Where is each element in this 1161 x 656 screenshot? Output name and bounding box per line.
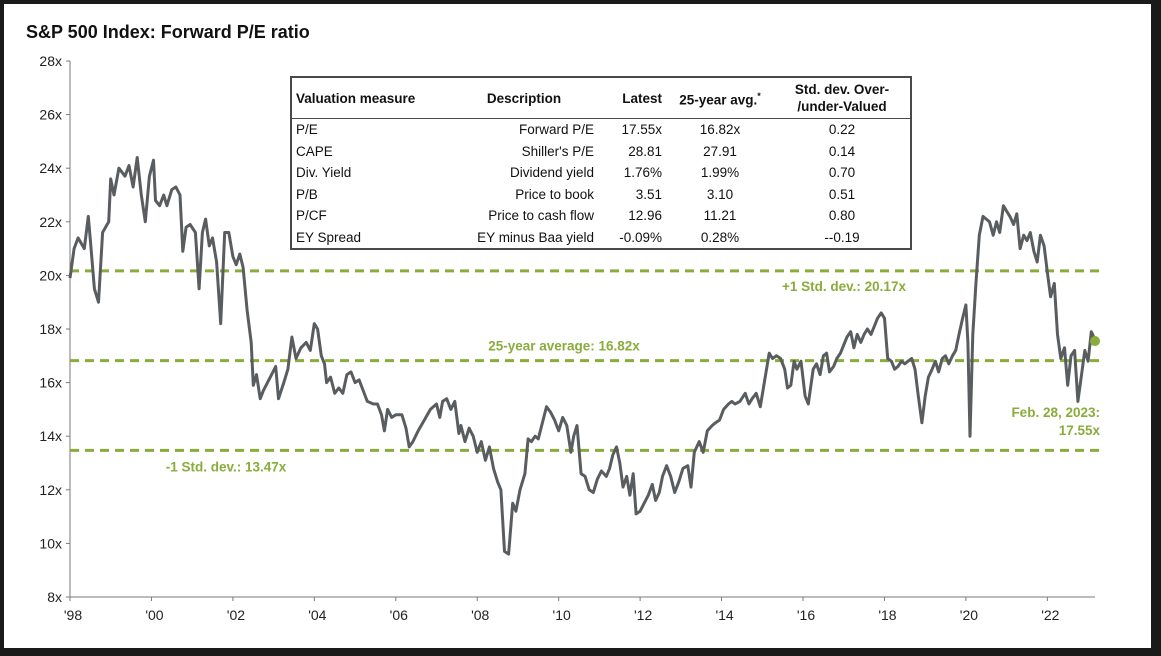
table-row: EY Spread EY minus Baa yield -0.09% 0.28% --… xyxy=(292,227,910,249)
y-tick-label: 20x xyxy=(39,267,62,283)
x-tick-label: '12 xyxy=(634,607,652,623)
table-cell-std: 0.51 xyxy=(828,186,856,202)
table-cell-description: EY minus Baa yield xyxy=(477,229,594,245)
y-tick-label: 16x xyxy=(39,375,62,391)
table-cell-avg: 27.91 xyxy=(703,143,737,159)
table-cell-measure: CAPE xyxy=(296,143,333,159)
table-cell-latest: 17.55x xyxy=(621,122,662,138)
table-cell-measure: P/E xyxy=(296,122,318,138)
table-cell-measure: Div. Yield xyxy=(296,165,352,181)
reference-lines xyxy=(70,269,1099,452)
table-cell-latest: 12.96 xyxy=(628,208,662,224)
header-avg-label: 25-year avg. xyxy=(679,92,758,108)
annotation-layer: +1 Std. dev.: 20.17x 25-year average: 16.… xyxy=(166,279,1101,475)
table-cell-measure: EY Spread xyxy=(296,229,362,245)
table-cell-description: Price to cash flow xyxy=(488,208,594,224)
header-measure: Valuation measure xyxy=(292,78,450,119)
y-tick-label: 12x xyxy=(39,482,62,498)
x-tick-label: '98 xyxy=(64,607,82,623)
reference-label: 25-year average: 16.82x xyxy=(488,339,640,354)
table-cell-std: 0.14 xyxy=(828,143,856,159)
x-tick-label: '00 xyxy=(145,607,163,623)
table-cell-std: 0.22 xyxy=(828,122,856,138)
table-cell-description: Shiller's P/E xyxy=(521,143,594,159)
table-cell-measure: P/B xyxy=(296,186,318,202)
pe-series-line xyxy=(68,156,1097,556)
series-layer xyxy=(68,156,1100,556)
table-cell-description: Forward P/E xyxy=(518,122,594,138)
table-cell-description: Dividend yield xyxy=(509,165,594,181)
table-cell-latest: 3.51 xyxy=(635,186,662,202)
table-cell-avg: 1.99% xyxy=(700,165,740,181)
table-header-row: Valuation measure Description Latest 25-… xyxy=(292,78,910,119)
header-avg-mark: * xyxy=(757,90,761,101)
table-body: P/E Forward P/E 17.55x 16.82x 0.22 CAPE Shille… xyxy=(292,119,910,249)
y-tick-label: 18x xyxy=(39,321,62,337)
table-cell-latest: 28.81 xyxy=(628,143,662,159)
x-tick-label: '22 xyxy=(1041,607,1059,623)
header-std-line2: /under-Valued xyxy=(797,99,887,114)
chart-title: S&P 500 Index: Forward P/E ratio xyxy=(26,22,310,42)
header-std-line1: Std. dev. Over- xyxy=(794,82,890,97)
table-cell-measure: P/CF xyxy=(296,208,327,224)
reference-label: +1 Std. dev.: 20.17x xyxy=(782,279,906,294)
valuation-table: Valuation measure Description Latest 25-… xyxy=(290,76,912,250)
x-tick-label: '18 xyxy=(878,607,896,623)
y-tick-label: 24x xyxy=(39,160,62,176)
x-tick-label: '02 xyxy=(227,607,245,623)
latest-point-marker xyxy=(1090,336,1100,347)
table-row: P/B Price to book 3.51 3.10 0.51 xyxy=(292,184,910,206)
header-description: Description xyxy=(450,78,598,119)
x-tick-label: '04 xyxy=(308,607,326,623)
x-tick-label: '14 xyxy=(715,607,733,623)
y-tick-label: 22x xyxy=(39,214,62,230)
table-row: CAPE Shiller's P/E 28.81 27.91 0.14 xyxy=(292,141,910,163)
axis-layer: 8x 10x 12x 14x 16x 18x 20x 22x 24x 26x 28x '98 '00 '0… xyxy=(39,53,1095,623)
header-avg: 25-year avg.* xyxy=(666,78,774,119)
table-cell-avg: 11.21 xyxy=(703,208,737,224)
table-row: Div. Yield Dividend yield 1.76% 1.99% 0.70 xyxy=(292,162,910,184)
y-tick-label: 28x xyxy=(39,53,62,69)
table-cell-description: Price to book xyxy=(515,186,594,202)
y-tick-label: 14x xyxy=(39,428,62,444)
table-cell-latest: 1.76% xyxy=(623,165,662,181)
y-tick-label: 10x xyxy=(39,535,62,551)
table-cell-avg: 3.10 xyxy=(706,186,734,202)
y-tick-label: 8x xyxy=(47,589,62,605)
table-cell-avg: 16.82x xyxy=(699,122,741,138)
table-row: P/E Forward P/E 17.55x 16.82x 0.22 xyxy=(292,119,910,141)
x-tick-label: '06 xyxy=(390,607,408,623)
latest-date-label: Feb. 28, 2023: xyxy=(1011,405,1100,420)
x-tick-label: '20 xyxy=(960,607,978,623)
latest-value-label: 17.55x xyxy=(1059,423,1101,438)
header-latest: Latest xyxy=(598,78,666,119)
header-std-dev: Std. dev. Over- /under-Valued xyxy=(774,78,910,119)
table-cell-latest: -0.09% xyxy=(619,229,662,245)
table-cell-avg: 0.28% xyxy=(700,229,740,245)
x-tick-label: '16 xyxy=(797,607,815,623)
table-cell-std: 0.70 xyxy=(828,165,856,181)
table-cell-std: 0.80 xyxy=(828,208,856,224)
table-row: P/CF Price to cash flow 12.96 11.21 0.80 xyxy=(292,205,910,227)
chart-frame: S&P 500 Index: Forward P/E ratio 8x 10x 12… xyxy=(4,4,1151,648)
y-tick-label: 26x xyxy=(39,107,62,123)
pe-ratio-chart: 8x 10x 12x 14x 16x 18x 20x 22x 24x 26x 28x '98 '00 '0… xyxy=(39,53,1101,623)
reference-label: -1 Std. dev.: 13.47x xyxy=(166,459,287,474)
x-tick-label: '08 xyxy=(471,607,489,623)
table-cell-std: --0.19 xyxy=(824,229,860,245)
x-tick-label: '10 xyxy=(553,607,571,623)
